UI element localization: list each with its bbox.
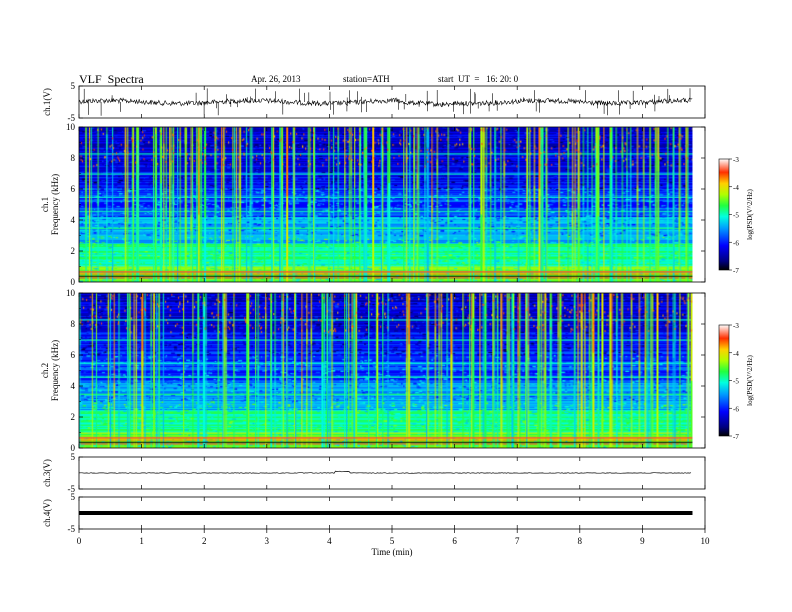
ch1-spectrogram-ytick-label: 6	[71, 184, 76, 194]
xaxis-tick-label: 10	[701, 536, 711, 546]
ch1-spectrogram-colorbar-tick-label: -5	[733, 212, 739, 220]
ch4-waveform-ytick-label: 5	[71, 492, 76, 502]
ch4-waveform-ytick-label: -5	[68, 524, 76, 534]
station-label: station=ATH	[343, 74, 390, 84]
xaxis-tick-label: 1	[139, 536, 144, 546]
chart-title: VLF Spectra	[79, 72, 144, 86]
xaxis-tick-label: 3	[265, 536, 270, 546]
ch1-spectrogram-ylabel: Frequency (kHz)	[50, 174, 60, 235]
xaxis-tick-label: 8	[578, 536, 583, 546]
ch1-waveform-spikes	[83, 88, 691, 116]
ch4-waveform-ylabel: ch.4(V)	[42, 499, 52, 527]
ch1-spectrogram-colorbar-tick-label: -7	[733, 267, 739, 275]
ch1-spectrogram-colorbar	[718, 158, 730, 271]
xaxis-tick-label: 5	[390, 536, 395, 546]
xaxis-label: Time (min)	[372, 547, 413, 557]
ch2-spectrogram-colorbar-tick-label: -5	[733, 378, 739, 386]
ch1-spectrogram-colorbar-tick-label: -3	[733, 156, 739, 164]
ch2-spectrogram-colorbar-tick-label: -3	[733, 322, 739, 330]
xaxis-tick-label: 7	[515, 536, 520, 546]
ch2-spectrogram-colorbar	[718, 324, 730, 437]
ch2-spectrogram-ytick-label: 0	[71, 443, 76, 453]
ch3-waveform-ytick-label: -5	[68, 484, 76, 494]
ch1-spectrogram-channel-label: ch.1	[40, 197, 50, 212]
ch2-spectrogram-ytick-label: 6	[71, 350, 76, 360]
ch1-spectrogram-colorbar-tick-label: -6	[733, 239, 739, 247]
ch2-spectrogram-channel-label: ch.2	[40, 363, 50, 378]
ch2-spectrogram-ylabel: Frequency (kHz)	[50, 340, 60, 401]
ch2-spectrogram-heatmap-image	[79, 293, 693, 448]
ch1-waveform-ylabel: ch.1(V)	[42, 88, 52, 116]
xaxis-tick-label: 0	[77, 536, 82, 546]
ch1-spectrogram-ytick-label: 0	[71, 277, 76, 287]
ch1-spectrogram-heatmap-image	[79, 127, 693, 282]
ch2-spectrogram-colorbar-label: log(PSD(V^2/Hz)	[746, 354, 754, 405]
ch1-waveform-ytick-label: 5	[71, 81, 76, 91]
xaxis-tick-label: 9	[640, 536, 645, 546]
ch1-spectrogram-colorbar-tick-label: -4	[733, 184, 739, 192]
xaxis-tick-label: 2	[202, 536, 207, 546]
date-label: Apr. 26, 2013	[251, 74, 301, 84]
ch3-waveform-ylabel: ch.3(V)	[42, 459, 52, 487]
xaxis-tick-label: 6	[452, 536, 457, 546]
ch2-spectrogram-colorbar-tick-label: -7	[733, 433, 739, 441]
ch1-spectrogram-ytick-label: 10	[66, 122, 76, 132]
ch4-waveform-signal-band	[79, 511, 693, 515]
ch1-spectrogram-ytick-label: 2	[71, 246, 76, 256]
ch1-waveform-signal-line	[78, 97, 693, 108]
ch2-spectrogram-colorbar-tick-label: -6	[733, 405, 739, 413]
ch2-spectrogram-ytick-label: 8	[71, 319, 76, 329]
start-time-label: start UT = 16: 20: 0	[438, 74, 519, 84]
ch2-spectrogram-colorbar-tick-label: -4	[733, 350, 739, 358]
ch2-spectrogram-ytick-label: 2	[71, 412, 76, 422]
ch1-spectrogram-colorbar-label: log(PSD(V^2/Hz)	[746, 188, 754, 239]
ch3-waveform-ytick-label: 5	[71, 452, 76, 462]
ch2-spectrogram-ytick-label: 10	[66, 288, 76, 298]
ch2-spectrogram-ytick-label: 4	[71, 381, 76, 391]
xaxis-tick-label: 4	[327, 536, 332, 546]
ch1-waveform-ytick-label: -5	[68, 113, 76, 123]
ch1-spectrogram-ytick-label: 4	[71, 215, 76, 225]
ch1-spectrogram-ytick-label: 8	[71, 153, 76, 163]
ch3-waveform-signal-line	[78, 470, 692, 474]
